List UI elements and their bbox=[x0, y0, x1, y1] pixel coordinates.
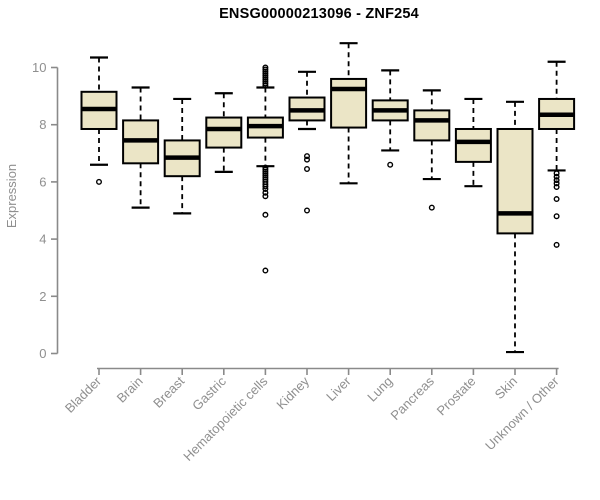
iqr-box bbox=[205, 116, 243, 149]
box-group-gastric bbox=[205, 92, 243, 173]
outlier-point bbox=[262, 82, 269, 89]
outlier-point bbox=[553, 213, 560, 220]
box-group-unknown-other bbox=[538, 60, 576, 248]
outlier-point bbox=[553, 173, 560, 180]
outlier-point bbox=[304, 207, 311, 214]
y-tick-label: 0 bbox=[39, 346, 46, 361]
box-group-bladder bbox=[80, 56, 118, 185]
outlier-point bbox=[262, 186, 269, 193]
y-tick-label: 10 bbox=[32, 60, 46, 75]
x-tick-label: Gastric bbox=[189, 373, 229, 413]
outlier-point bbox=[553, 177, 560, 184]
x-tick-label: Brain bbox=[114, 374, 146, 406]
y-tick-label: 6 bbox=[39, 174, 46, 189]
outlier-point bbox=[262, 183, 269, 190]
iqr-box bbox=[496, 127, 534, 235]
y-tick-label: 8 bbox=[39, 117, 46, 132]
y-tick-label: 2 bbox=[39, 289, 46, 304]
x-tick-label: Prostate bbox=[434, 374, 479, 419]
iqr-box bbox=[454, 127, 492, 163]
box-group-kidney bbox=[288, 70, 326, 214]
outlier-point bbox=[304, 166, 311, 173]
box-group-lung bbox=[371, 69, 409, 168]
outlier-point bbox=[553, 170, 560, 177]
chart-title: ENSG00000213096 - ZNF254 bbox=[219, 6, 419, 22]
box-group-skin bbox=[496, 100, 534, 354]
x-tick-label: Unknown / Other bbox=[482, 373, 562, 453]
iqr-box bbox=[330, 77, 368, 129]
x-tick-label: Bladder bbox=[62, 373, 105, 416]
outlier-point bbox=[387, 161, 394, 168]
x-tick-label: Liver bbox=[323, 373, 354, 404]
outlier-point bbox=[553, 180, 560, 187]
iqr-box bbox=[413, 109, 451, 142]
x-tick-label: Breast bbox=[150, 373, 187, 410]
box-group-pancreas bbox=[413, 89, 451, 211]
box-group-prostate bbox=[454, 97, 492, 188]
outlier-point bbox=[262, 193, 269, 200]
outlier-point bbox=[553, 184, 560, 191]
x-tick-label: Skin bbox=[492, 374, 520, 402]
y-tick-label: 4 bbox=[39, 232, 46, 247]
outlier-point bbox=[262, 189, 269, 196]
outlier-point bbox=[262, 267, 269, 274]
box-group-hematopoietic-cells bbox=[246, 64, 284, 274]
y-axis: 0 2 4 6 8 10 bbox=[32, 60, 59, 361]
outlier-point bbox=[262, 211, 269, 218]
box-group-liver bbox=[330, 42, 368, 185]
outlier-point bbox=[553, 196, 560, 203]
outlier-point bbox=[95, 178, 102, 185]
x-tick-label: Kidney bbox=[273, 373, 312, 412]
outlier-point bbox=[304, 156, 311, 163]
outlier-point bbox=[428, 204, 435, 211]
outlier-point bbox=[553, 241, 560, 248]
outlier-point bbox=[262, 80, 269, 87]
box-group-brain bbox=[122, 86, 160, 209]
x-tick-label: Pancreas bbox=[387, 373, 437, 423]
x-tick-label: Lung bbox=[364, 374, 395, 405]
box-group-breast bbox=[163, 97, 201, 215]
outlier-point bbox=[304, 153, 311, 160]
